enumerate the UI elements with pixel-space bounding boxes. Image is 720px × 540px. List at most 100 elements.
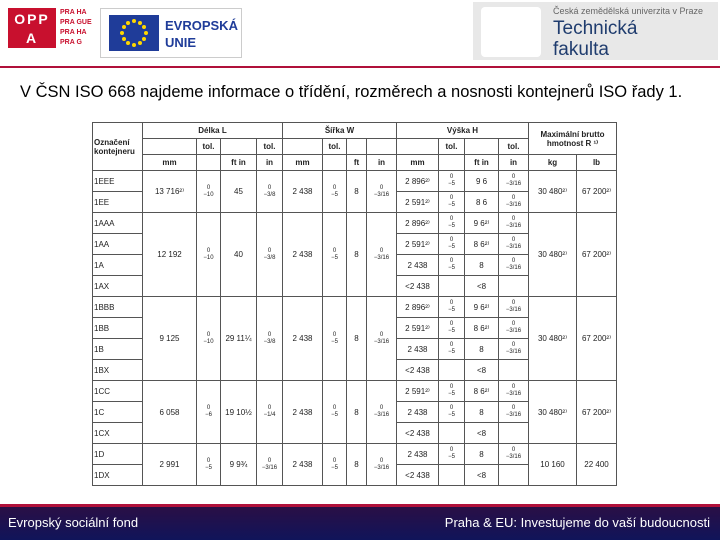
table-row: 1AA 2 591²⁾ 0 −5 8 6²⁾ 0 −3/16 bbox=[92, 233, 617, 255]
tolerance: 0 −5 bbox=[331, 185, 338, 199]
tolerance: 0 −3/16 bbox=[506, 405, 521, 419]
tolerance-upper: 0 bbox=[511, 195, 516, 201]
tolerance: 0 −5 bbox=[448, 174, 455, 188]
tolerance-lower: −3/16 bbox=[505, 223, 522, 229]
tolerance-cell: 0 −5 bbox=[438, 338, 465, 360]
tolerance: 0 −3/16 bbox=[506, 321, 521, 335]
tolerance-cell: 0 −5 bbox=[196, 443, 221, 486]
header-cell bbox=[396, 138, 439, 155]
tolerance-cell: 0 −5 bbox=[322, 170, 347, 213]
footer: Evropský sociální fond Praha & EU: Inves… bbox=[0, 504, 720, 540]
tolerance-lower: −5 bbox=[331, 338, 338, 345]
tolerance-upper: 0 bbox=[449, 342, 454, 348]
praha-line: PRA GUE bbox=[60, 19, 92, 26]
tolerance-lower: −3/16 bbox=[373, 412, 390, 418]
tolerance-cell: 0 −3/16 bbox=[498, 254, 529, 276]
tolerance: 0 −3/16 bbox=[262, 458, 277, 472]
tolerance-cell: 0 −3/8 bbox=[256, 170, 283, 213]
tolerance-lower: −5 bbox=[448, 412, 455, 418]
tolerance: 0 −3/16 bbox=[506, 237, 521, 251]
tolerance-upper: 0 bbox=[449, 384, 454, 390]
length-ftin: 19 10½ bbox=[220, 380, 257, 444]
tolerance-lower: −6 bbox=[205, 412, 212, 418]
tolerance-cell: 0 −3/16 bbox=[498, 401, 529, 423]
height-ftin: 9 6 bbox=[464, 170, 499, 192]
length-mm: 13 716²⁾ bbox=[142, 170, 197, 213]
tolerance-cell: 0 −3/16 bbox=[366, 443, 397, 486]
tolerance-upper: 0 bbox=[449, 447, 454, 453]
tolerance-lower: −3/16 bbox=[505, 349, 522, 355]
tolerance-lower: −5 bbox=[448, 265, 455, 271]
tolerance-cell bbox=[438, 422, 465, 444]
table-row: 1EE 2 591²⁾ 0 −5 8 6 0 −3/16 bbox=[92, 191, 617, 213]
code-cell: 1DX bbox=[92, 464, 143, 486]
length-ftin: 40 bbox=[220, 212, 257, 297]
tolerance-upper: 0 bbox=[511, 174, 516, 180]
height-mm: 2 591²⁾ bbox=[396, 191, 439, 213]
tolerance: 0 −3/8 bbox=[264, 332, 276, 346]
height-mm: 2 438 bbox=[396, 338, 439, 360]
length-ftin: 45 bbox=[220, 170, 257, 213]
width-ft: 8 bbox=[346, 296, 367, 381]
eu-logo: EVROPSKÁ UNIE bbox=[100, 8, 242, 58]
tolerance-cell bbox=[498, 275, 529, 297]
width-mm: 2 438 bbox=[282, 296, 323, 381]
length-ftin: 29 11¼ bbox=[220, 296, 257, 381]
flag-star bbox=[126, 20, 130, 25]
code-cell: 1AX bbox=[92, 275, 143, 297]
tolerance: 0 −5 bbox=[448, 258, 455, 272]
header: OPP A PRA HA PRA GUE PRA HA PRA G EVROPS… bbox=[0, 0, 720, 68]
height-ftin: 9 6²⁾ bbox=[464, 296, 499, 318]
tolerance-upper: 0 bbox=[511, 447, 516, 453]
mass-kg: 30 480²⁾ bbox=[528, 380, 577, 444]
flag-star bbox=[121, 37, 126, 41]
tolerance-cell: 0 −1/4 bbox=[256, 380, 283, 444]
mass-kg: 30 480²⁾ bbox=[528, 296, 577, 381]
length-mm: 12 192 bbox=[142, 212, 197, 297]
height-mm: 2 438 bbox=[396, 401, 439, 423]
tolerance-upper: 0 bbox=[511, 321, 516, 327]
height-ftin: 9 6²⁾ bbox=[464, 212, 499, 234]
tolerance-upper: 0 bbox=[267, 184, 272, 191]
tolerance-cell: 0 −3/8 bbox=[256, 296, 283, 381]
height-mm: <2 438 bbox=[396, 275, 439, 297]
tolerance-lower: −5 bbox=[448, 349, 455, 355]
height-ftin: 8 6²⁾ bbox=[464, 380, 499, 402]
tolerance-cell: 0 −3/16 bbox=[498, 296, 529, 318]
tolerance-lower: −5 bbox=[205, 464, 212, 471]
tolerance-cell: 0 −5 bbox=[322, 212, 347, 297]
tolerance: 0 −5 bbox=[448, 237, 455, 251]
tolerance: 0 −5 bbox=[448, 300, 455, 314]
tolerance-upper: 0 bbox=[449, 195, 454, 201]
tolerance: 0 −3/16 bbox=[374, 185, 389, 199]
tolerance: 0 −5 bbox=[448, 321, 455, 335]
tolerance-cell: 0 −3/16 bbox=[498, 317, 529, 339]
tolerance-cell: 0 −3/16 bbox=[498, 380, 529, 402]
tolerance: 0 −1/4 bbox=[264, 405, 276, 419]
tolerance-upper: 0 bbox=[206, 184, 211, 191]
flag-star bbox=[138, 20, 142, 25]
mass-lb: 67 200²⁾ bbox=[576, 212, 617, 297]
tolerance-cell: 0 −3/16 bbox=[366, 380, 397, 444]
tolerance: 0 −3/16 bbox=[374, 248, 389, 262]
tolerance-cell: 0 −5 bbox=[322, 296, 347, 381]
eu-text: EVROPSKÁ UNIE bbox=[165, 18, 238, 50]
tolerance-cell: 0 −3/8 bbox=[256, 212, 283, 297]
header-cell: ft in bbox=[464, 154, 499, 171]
mass-kg: 10 160 bbox=[528, 443, 577, 486]
faculty-name: Technická fakulta bbox=[553, 18, 638, 60]
tolerance-upper: 0 bbox=[332, 184, 337, 191]
header-cell: Délka L bbox=[142, 122, 283, 139]
header-cell: in bbox=[256, 154, 283, 171]
footer-right: Praha & EU: Investujeme do vaší budoucno… bbox=[444, 515, 710, 530]
flag-star bbox=[144, 31, 148, 35]
tolerance: 0 −5 bbox=[448, 405, 455, 419]
tolerance-cell: 0 −3/16 bbox=[498, 443, 529, 465]
mass-lb: 67 200²⁾ bbox=[576, 380, 617, 444]
tolerance-lower: −3/8 bbox=[263, 338, 276, 345]
tolerance-lower: −3/16 bbox=[373, 254, 390, 261]
tolerance-upper: 0 bbox=[449, 216, 454, 222]
width-mm: 2 438 bbox=[282, 170, 323, 213]
mass-lb: 22 400 bbox=[576, 443, 617, 486]
tolerance-lower: −3/16 bbox=[505, 391, 522, 397]
